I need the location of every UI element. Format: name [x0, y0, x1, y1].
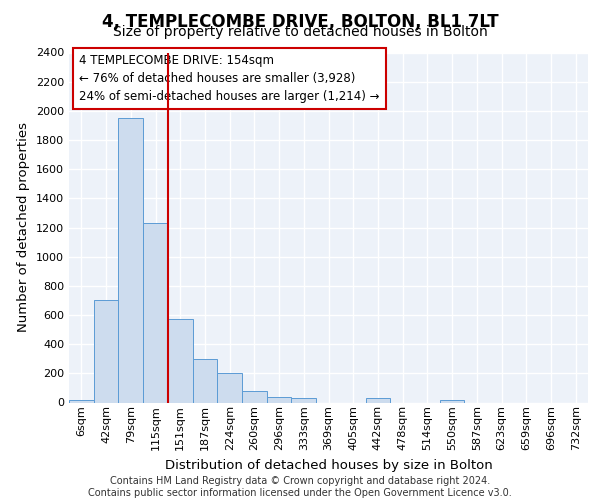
Text: 4 TEMPLECOMBE DRIVE: 154sqm
← 76% of detached houses are smaller (3,928)
24% of : 4 TEMPLECOMBE DRIVE: 154sqm ← 76% of det… [79, 54, 380, 104]
Bar [94, 300, 118, 402]
X-axis label: Distribution of detached houses by size in Bolton: Distribution of detached houses by size … [164, 458, 493, 471]
Text: 4, TEMPLECOMBE DRIVE, BOLTON, BL1 7LT: 4, TEMPLECOMBE DRIVE, BOLTON, BL1 7LT [101, 12, 499, 30]
Bar [242, 391, 267, 402]
Bar [193, 359, 217, 403]
Bar [69, 400, 94, 402]
Text: Contains HM Land Registry data © Crown copyright and database right 2024.
Contai: Contains HM Land Registry data © Crown c… [88, 476, 512, 498]
Bar [440, 400, 464, 402]
Bar [118, 118, 143, 403]
Bar [292, 398, 316, 402]
Bar [217, 374, 242, 402]
Bar [267, 396, 292, 402]
Bar [168, 318, 193, 402]
Bar [143, 223, 168, 402]
Text: Size of property relative to detached houses in Bolton: Size of property relative to detached ho… [113, 25, 487, 39]
Bar [365, 398, 390, 402]
Y-axis label: Number of detached properties: Number of detached properties [17, 122, 31, 332]
